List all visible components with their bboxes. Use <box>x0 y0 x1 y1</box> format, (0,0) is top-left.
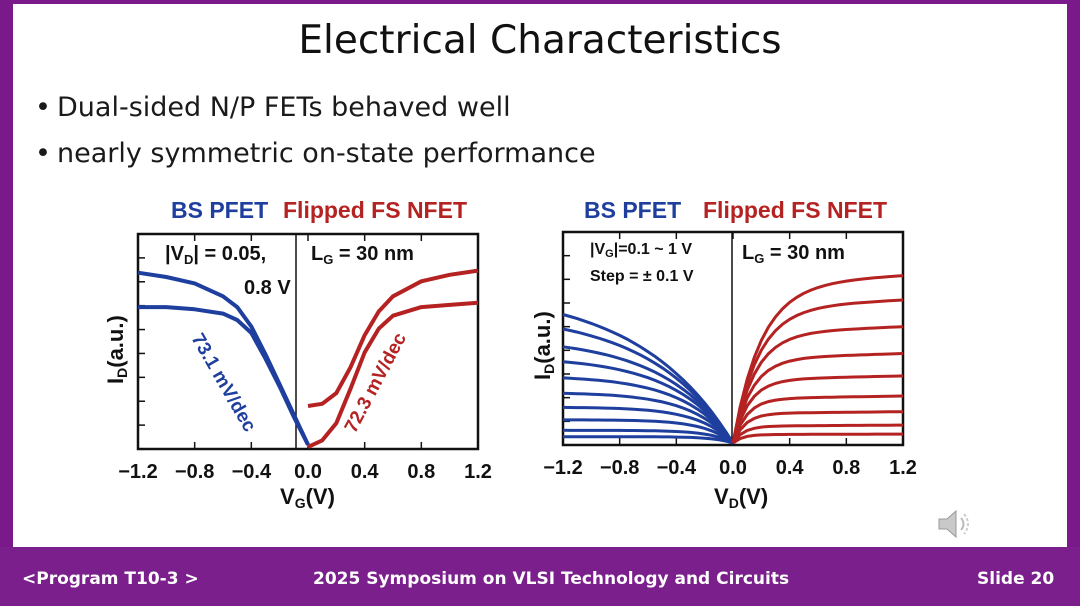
right-xtick-label: 1.2 <box>889 457 917 479</box>
pfet-output-curve <box>562 327 735 444</box>
left-series-1 <box>138 305 310 446</box>
left-xtick-label: 1.2 <box>464 461 492 483</box>
left-xtick-label: 0.8 <box>407 461 435 483</box>
left-xtick-label: −0.8 <box>175 461 214 483</box>
nfet-output-curve <box>731 374 904 444</box>
bullet-2: • nearly symmetric on-state performance <box>35 138 596 169</box>
nfet-output-curve <box>731 352 904 444</box>
right-xtick-labels: −1.2 −0.8 −0.4 0.0 0.4 0.8 1.2 <box>543 457 917 479</box>
slide-title: Electrical Characteristics <box>298 18 782 63</box>
right-xtick-label: 0.8 <box>832 457 860 479</box>
legend-nfet-left: Flipped FS NFET <box>283 197 467 223</box>
left-curves <box>137 268 479 449</box>
pfet-output-curve <box>563 418 734 445</box>
id-vg-chart: BS PFET Flipped FS NFET |VD| = 0.05, 0.8… <box>103 197 492 511</box>
right-xlabel: VD(V) <box>714 484 768 511</box>
id-vd-chart: BS PFET Flipped FS NFET |VG|=0.1 ~ 1 V S… <box>530 197 917 511</box>
left-xtick-label: 0.0 <box>294 461 322 483</box>
lg-annotation-right: LG = 30 nm <box>742 242 845 266</box>
pfet-output-curve <box>562 345 735 444</box>
vd-annotation-line2: 0.8 V <box>244 277 291 299</box>
pfet-output-curve <box>562 376 735 444</box>
pfet-output-curve <box>562 360 735 444</box>
lg-annotation-left: LG = 30 nm <box>311 243 414 267</box>
right-xtick-label: −0.8 <box>600 457 639 479</box>
step-annotation: Step = ± 0.1 V <box>590 268 694 285</box>
pfet-output-curve <box>562 428 734 445</box>
bullet-2-text: nearly symmetric on-state performance <box>57 138 596 169</box>
nfet-output-curve <box>731 423 903 444</box>
bullet-1: • Dual-sided N/P FETs behaved well <box>35 92 511 123</box>
left-axis-ticks <box>137 233 479 450</box>
pfet-output-curve <box>563 435 734 445</box>
slide: Electrical Characteristics • Dual-sided N… <box>13 4 1067 547</box>
vd-annotation: |VD| = 0.05, <box>165 243 266 267</box>
bullet-1-text: Dual-sided N/P FETs behaved well <box>57 92 511 123</box>
nfet-output-curve <box>731 394 904 444</box>
left-series-2 <box>307 268 479 408</box>
right-xtick-label: 0.4 <box>776 457 805 479</box>
left-xtick-label: −1.2 <box>118 461 157 483</box>
bullet-dot: • <box>35 92 51 123</box>
left-xtick-label: 0.4 <box>351 461 380 483</box>
footer-bar: <Program T10-3 > 2025 Symposium on VLSI … <box>0 547 1080 606</box>
right-xtick-label: −1.2 <box>543 457 582 479</box>
pfet-output-curve <box>562 391 735 445</box>
right-xtick-label: −0.4 <box>657 457 697 479</box>
nfet-output-curve <box>731 298 904 444</box>
pfet-ss-label: 73.1 mV/dec <box>187 330 260 436</box>
legend-bs-pfet-right: BS PFET <box>584 197 681 223</box>
nfet-output-curve <box>731 325 904 444</box>
pfet-output-curve <box>562 405 735 445</box>
left-xtick-labels: −1.2 −0.8 −0.4 0.0 0.4 0.8 1.2 <box>118 461 492 483</box>
left-xtick-label: −0.4 <box>232 461 272 483</box>
slide-number: Slide 20 <box>977 569 1055 589</box>
right-xtick-label: 0.0 <box>719 457 747 479</box>
left-series-3 <box>307 300 479 449</box>
legend-nfet-right: Flipped FS NFET <box>703 197 887 223</box>
left-ylabel: ID(a.u.) <box>103 315 130 384</box>
left-xlabel: VG(V) <box>280 484 335 511</box>
legend-bs-pfet-left: BS PFET <box>171 197 268 223</box>
right-ylabel: ID(a.u.) <box>530 311 557 380</box>
program-code: <Program T10-3 > <box>22 569 199 589</box>
conference-name: 2025 Symposium on VLSI Technology and Ci… <box>313 569 790 589</box>
right-curves <box>562 274 904 445</box>
bullet-dot: • <box>35 138 51 169</box>
vg-annotation: |VG|=0.1 ~ 1 V <box>590 241 692 260</box>
nfet-output-curve <box>731 410 904 444</box>
nfet-output-curve <box>731 274 904 444</box>
speaker-icon[interactable] <box>935 504 975 544</box>
nfet-output-curve <box>732 432 903 445</box>
